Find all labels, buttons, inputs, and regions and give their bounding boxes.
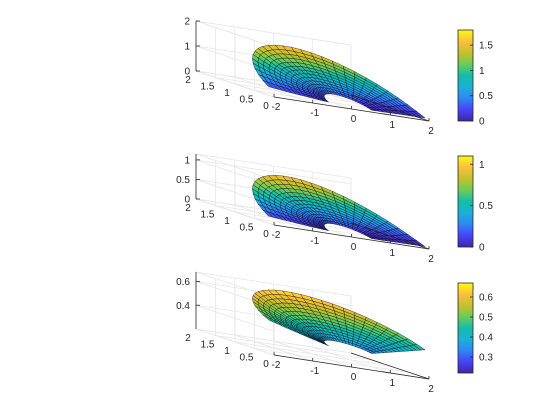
colorbar-tick-label: 1: [479, 160, 485, 171]
x-tick-label: 1: [389, 248, 395, 259]
x-tick-label: 0: [351, 372, 357, 383]
x-tick-label: 0: [351, 114, 357, 125]
z-tick-label: 1: [184, 42, 190, 53]
x-tick-label: 1: [389, 120, 395, 131]
y-tick-label: 1: [224, 346, 230, 357]
colorbar-tick-label: 0: [479, 243, 485, 254]
surface: [252, 175, 426, 247]
x-tick-label: 1: [389, 378, 395, 389]
surface: [252, 44, 426, 119]
surface: [252, 289, 426, 354]
y-tick-label: 2: [185, 333, 191, 344]
grid-line: [234, 341, 391, 367]
z-tick-label: 0: [184, 67, 190, 78]
subplot-3: -2 -1 0 1 2 2 1.5 1 0.5 0 0.4 0.6 0.3 0.4 0.5 0.6: [176, 271, 493, 395]
colorbar-tick-label: 0: [479, 117, 485, 128]
box-edge: [195, 153, 352, 179]
box-edge: [195, 70, 275, 98]
colorbar-tick-label: 1: [479, 66, 485, 77]
box-edge: [195, 271, 352, 297]
z-tick-label: 0: [184, 195, 190, 206]
surface-patch: [321, 99, 329, 103]
surface-patch: [321, 342, 329, 346]
y-axis-line: [350, 222, 430, 250]
z-tick-label: 0.4: [176, 301, 190, 312]
box-edge: [195, 153, 275, 181]
x-tick-label: -2: [272, 230, 281, 241]
y-tick-label: 1: [224, 88, 230, 99]
colorbar-tick-label: 0.4: [479, 333, 493, 344]
z-tick-label: 1: [184, 155, 190, 166]
x-tick-label: -2: [272, 360, 281, 371]
colorbar: 0.3 0.4 0.5 0.6: [457, 282, 493, 374]
y-tick-label: 2: [185, 203, 191, 214]
colorbar-gradient: [457, 29, 474, 122]
colorbar-tick-label: 0.5: [479, 313, 493, 324]
z-tick-label: 2: [184, 17, 190, 28]
colorbar-tick-label: 1.5: [479, 41, 493, 52]
grid-line: [215, 335, 371, 360]
box-edge: [195, 198, 275, 226]
y-tick-label: 1.5: [201, 340, 215, 351]
y-tick-label: 0: [263, 229, 269, 240]
surface-patch: [413, 111, 426, 119]
x-tick-label: 2: [428, 126, 434, 137]
y-tick-label: 0: [263, 101, 269, 112]
colorbar-tick-label: 0.5: [479, 201, 493, 212]
y-tick-label: 2: [185, 75, 191, 86]
box-edge: [195, 20, 275, 48]
y-tick-label: 1.5: [201, 82, 215, 93]
y-tick-label: 1: [224, 216, 230, 227]
colorbar-gradient: [457, 155, 474, 248]
x-tick-label: -1: [310, 366, 319, 377]
y-tick-label: 0: [263, 359, 269, 370]
z-tick-label: 0.5: [176, 175, 190, 186]
grid-line: [254, 348, 410, 373]
x-tick-label: -2: [272, 102, 281, 113]
x-tick-label: 2: [428, 254, 434, 265]
colorbar-tick-label: 0.3: [479, 353, 493, 364]
x-tick-label: 2: [428, 384, 434, 395]
colorbar-tick-label: 0.6: [479, 293, 493, 304]
z-tick-label: 0.6: [176, 277, 190, 288]
colorbar-gradient: [457, 282, 474, 374]
x-tick-label: -1: [310, 108, 319, 119]
surface-patch: [413, 240, 426, 247]
y-tick-label: 0.5: [240, 353, 254, 364]
y-axis-line: [350, 94, 430, 122]
box-edge: [195, 20, 352, 46]
colorbar-tick-label: 0.5: [479, 91, 493, 102]
surface-patch: [321, 228, 329, 231]
colorbar: 00.51: [457, 155, 493, 254]
x-tick-label: 0: [351, 242, 357, 253]
y-tick-label: 0.5: [240, 95, 254, 106]
x-tick-label: -1: [310, 236, 319, 247]
y-tick-label: 1.5: [201, 210, 215, 221]
y-tick-label: 0.5: [240, 223, 254, 234]
colorbar: 0 0.5 1 1.5: [457, 29, 493, 128]
y-axis-line: [350, 352, 430, 380]
box-edge: [195, 328, 275, 356]
surface-patch: [413, 344, 426, 351]
box-edge: [195, 328, 352, 354]
